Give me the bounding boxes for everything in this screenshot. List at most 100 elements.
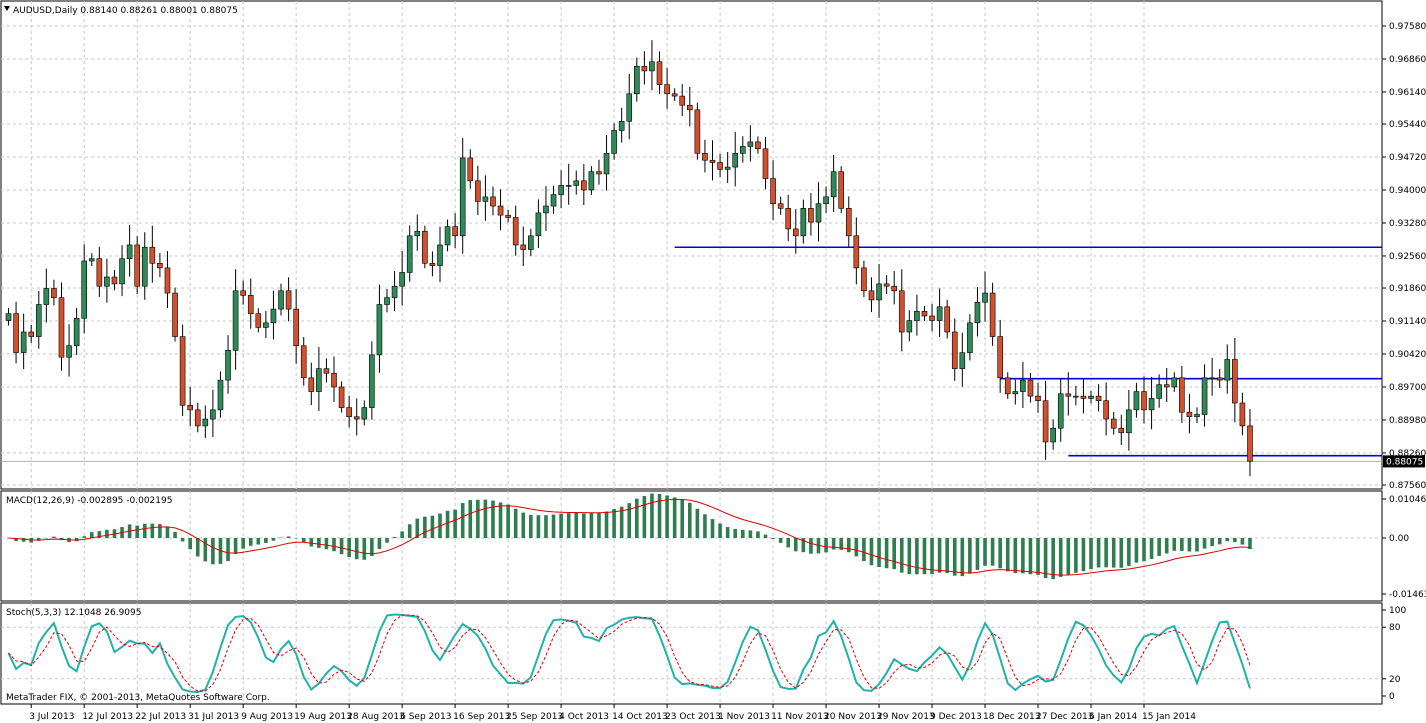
- macd-bar: [332, 538, 336, 552]
- macd-bar: [241, 538, 245, 549]
- stoch-signal-line: [8, 614, 1251, 692]
- macd-bar: [627, 503, 632, 538]
- candle-body: [679, 95, 686, 106]
- candle-body: [126, 244, 133, 260]
- macd-bar: [725, 527, 730, 538]
- candle-body: [5, 313, 12, 321]
- macd-bar: [756, 531, 760, 538]
- candle-body: [13, 313, 19, 353]
- macd-bar: [1089, 538, 1093, 570]
- candle-body: [1050, 427, 1056, 443]
- macd-bar: [544, 515, 548, 538]
- macd-tick-label: -0.014632: [1389, 590, 1426, 600]
- support-resistance-lines[interactable]: [1, 246, 1382, 462]
- copyright-text: MetaTrader FIX, © 2001-2013, MetaQuotes …: [6, 693, 270, 703]
- candle-body: [459, 157, 466, 237]
- macd-bar: [82, 536, 86, 538]
- macd-bar: [354, 538, 359, 560]
- macd-bar: [763, 534, 768, 538]
- macd-bar: [1157, 538, 1161, 556]
- macd-bar: [1187, 538, 1192, 552]
- candle-body: [369, 354, 375, 408]
- macd-bar: [1134, 538, 1139, 563]
- macd-bar: [415, 518, 420, 538]
- candle-body: [997, 336, 1003, 379]
- macd-bar: [264, 538, 268, 544]
- macd-bar: [877, 538, 881, 567]
- macd-bar: [195, 538, 200, 557]
- candle-body: [172, 292, 178, 337]
- stoch-pane[interactable]: [0, 602, 1383, 705]
- candle-body: [770, 178, 776, 205]
- macd-bar: [566, 513, 571, 538]
- dropdown-arrow-icon[interactable]: [4, 6, 10, 11]
- candle-body: [361, 407, 368, 420]
- candle-body: [278, 290, 284, 310]
- candle-body: [1232, 359, 1238, 404]
- macd-bar: [423, 516, 427, 538]
- candle-body: [596, 171, 602, 175]
- price-pane[interactable]: [0, 0, 1383, 490]
- macd-bar: [309, 538, 314, 547]
- macd-bar: [907, 538, 912, 575]
- x-tick-label: 25 Sep 2013: [506, 712, 563, 722]
- macd-bar: [975, 538, 980, 570]
- candle-body: [898, 290, 905, 333]
- macd-indicator: [6, 493, 1252, 580]
- macd-bar: [801, 538, 806, 553]
- candle-body: [755, 141, 761, 150]
- candle-body: [1035, 395, 1041, 402]
- macd-bar: [1074, 538, 1078, 573]
- candle-body: [20, 331, 27, 353]
- price-tick-label: 0.93280: [1389, 219, 1426, 229]
- candlesticks: [5, 40, 1253, 477]
- candle-body: [626, 93, 633, 122]
- macd-bar: [521, 512, 526, 538]
- macd-bar: [952, 538, 957, 576]
- x-tick-label: 15 Jan 2014: [1142, 712, 1196, 722]
- macd-bar: [203, 538, 208, 562]
- macd-bar: [506, 504, 510, 538]
- macd-bar: [407, 524, 412, 538]
- candle-body: [157, 262, 163, 269]
- macd-bar: [173, 531, 177, 538]
- x-tick-label: 29 Nov 2013: [877, 712, 935, 722]
- stoch-title: Stoch(5,3,3) 12.1048 26.9095: [6, 608, 141, 618]
- macd-bar: [430, 515, 435, 538]
- x-tick-label: 14 Oct 2013: [612, 712, 668, 722]
- candle-body: [906, 320, 913, 333]
- candle-body: [308, 377, 315, 392]
- candle-body: [263, 322, 269, 328]
- candle-body: [853, 235, 860, 269]
- candle-body: [883, 283, 890, 287]
- macd-bar: [491, 500, 495, 538]
- macd-bar: [476, 499, 480, 538]
- x-tick-label: 27 Dec 2013: [1036, 712, 1094, 722]
- candle-body: [649, 61, 655, 72]
- candle-body: [732, 153, 739, 168]
- macd-bar: [748, 530, 753, 538]
- macd-bar: [968, 538, 972, 574]
- stoch-tick-label: 80: [1389, 623, 1401, 633]
- macd-bar: [1119, 538, 1124, 568]
- candle-body: [550, 194, 557, 207]
- macd-bar: [1104, 538, 1108, 568]
- candle-body: [111, 276, 118, 285]
- candle-body: [588, 171, 595, 191]
- x-tick-label: 31 Jul 2013: [188, 712, 239, 722]
- candle-body: [414, 230, 421, 237]
- macd-bar: [642, 495, 647, 538]
- macd-bar: [733, 528, 738, 538]
- price-tick-label: 0.91140: [1389, 317, 1426, 327]
- macd-bar: [1210, 538, 1214, 547]
- x-tick-label: 19 Aug 2013: [294, 712, 352, 722]
- candle-body: [119, 258, 125, 285]
- macd-bar: [937, 538, 942, 573]
- candle-body: [747, 141, 754, 147]
- macd-bar: [445, 510, 450, 538]
- macd-bar: [831, 538, 836, 550]
- macd-bar: [392, 536, 397, 538]
- macd-bar: [347, 538, 351, 558]
